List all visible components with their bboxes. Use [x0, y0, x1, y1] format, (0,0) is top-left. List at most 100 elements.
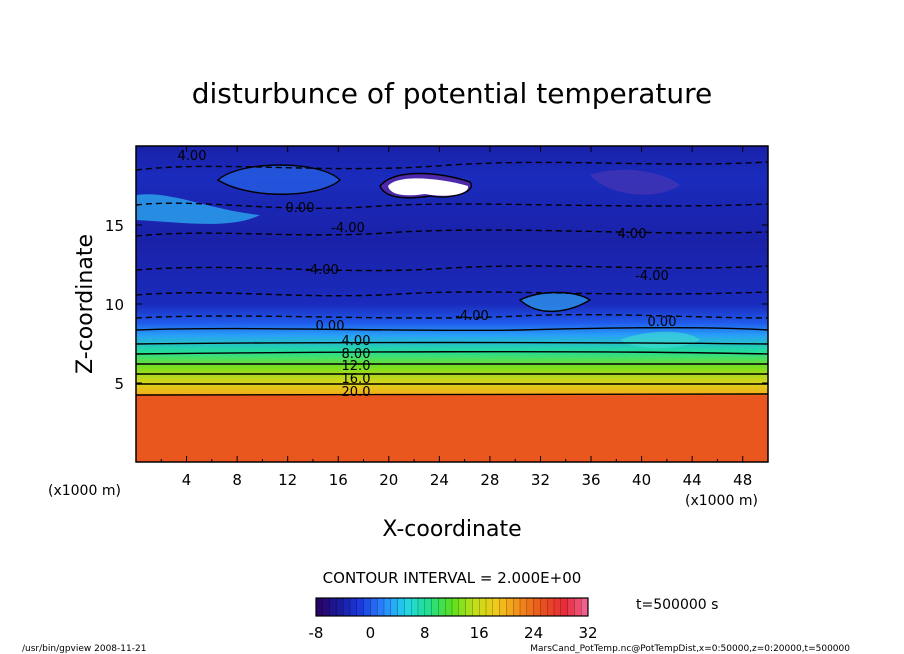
colorbar-cell	[431, 598, 439, 616]
x-tick-label: 32	[531, 471, 550, 489]
colorbar-cell	[316, 598, 324, 616]
y-tick-label: 10	[105, 296, 124, 314]
colorbar-cell	[343, 598, 351, 616]
colorbar-cell	[384, 598, 392, 616]
contour-label: -4.00	[331, 221, 365, 236]
light-blob	[218, 165, 340, 195]
contour-line-7	[136, 313, 768, 319]
colorbar-cell	[411, 598, 419, 616]
contour-label: 20.0	[342, 385, 371, 400]
colorbar-cell	[567, 598, 575, 616]
y-axis-ticks: 5 10 15	[105, 217, 768, 393]
contour-interval: CONTOUR INTERVAL = 2.000E+00	[323, 569, 582, 587]
colorbar-cell	[472, 598, 480, 616]
x-tick-label: 8	[232, 471, 242, 489]
contour-line-5	[136, 350, 768, 355]
x-tick-label: 44	[683, 471, 702, 489]
colorbar-cell	[322, 598, 330, 616]
contour-label: 12.0	[342, 359, 371, 374]
potential-temperature-field	[136, 146, 768, 462]
colorbar-cell	[452, 598, 460, 616]
contour-labels: 4.000.00-4.00 4.00-4.00 -4.00-4.000.00 0.00…	[178, 149, 677, 400]
contour-label: 0.00	[648, 315, 677, 330]
colorbar-cell	[370, 598, 378, 616]
colorbar-cell	[554, 598, 562, 616]
colorbar-cell	[465, 598, 473, 616]
colorbar-cell	[560, 598, 568, 616]
colorbar-cell	[404, 598, 412, 616]
colorbar-cell	[329, 598, 337, 616]
contour-label: 4.00	[618, 227, 647, 242]
colorbar-cell	[350, 598, 358, 616]
contour-label: 16.0	[342, 372, 371, 387]
contour-line-13	[216, 164, 342, 195]
colorbar-cell	[526, 598, 534, 616]
contour-line-8	[136, 291, 768, 297]
colorbar-cell	[486, 598, 494, 616]
colorbar-cell	[424, 598, 432, 616]
colorbar-tick-label: 8	[420, 624, 430, 642]
colorbar-cell	[397, 598, 405, 616]
x-unit-left: (x1000 m)	[48, 483, 121, 499]
x-tick-label: 40	[632, 471, 651, 489]
purple-blob	[590, 169, 680, 195]
x-tick-label: 36	[581, 471, 600, 489]
x-axis-ticks: 4 8 12 16 20 24 28 32 36 40 44 48	[160, 146, 752, 489]
colorbar-tick-label: 0	[366, 624, 376, 642]
colorbar-tick-label: -8	[309, 624, 324, 642]
footer-left: /usr/bin/gpview 2008-11-21	[22, 644, 146, 654]
contour-label: -4.00	[305, 263, 339, 278]
colorbar-cell	[513, 598, 521, 616]
colorbar-cell	[336, 598, 344, 616]
x-tick-label: 20	[379, 471, 398, 489]
colorbar-cell	[540, 598, 548, 616]
low-blob-core	[388, 178, 469, 196]
colorbar-cell	[533, 598, 541, 616]
colorbar-cell	[492, 598, 500, 616]
colorbar-cell	[547, 598, 555, 616]
contour-line-11	[136, 202, 768, 209]
colorbar-cell	[520, 598, 528, 616]
colorbar-cell	[506, 598, 514, 616]
colorbar-cell	[363, 598, 371, 616]
colorbar-cell	[458, 598, 466, 616]
contour-label: 0.00	[286, 201, 315, 216]
contour-label: -4.00	[635, 269, 669, 284]
colorbar-cell	[438, 598, 446, 616]
colorbar-cell	[499, 598, 507, 616]
time-label: t=500000 s	[636, 597, 718, 613]
contour-line-6	[136, 341, 768, 345]
colorbar-tick-label: 16	[470, 624, 489, 642]
light-blob-2	[520, 292, 590, 312]
x-tick-label: 48	[733, 471, 752, 489]
colorbar	[315, 597, 589, 617]
contour-line-12	[136, 161, 768, 171]
contour-label: 4.00	[342, 334, 371, 349]
cyan-streak	[136, 194, 260, 224]
colorbar-cell	[445, 598, 453, 616]
x-tick-label: 16	[329, 471, 348, 489]
colorbar-cell	[356, 598, 364, 616]
colorbar-frame	[315, 597, 589, 617]
x-unit-right: (x1000 m)	[685, 493, 758, 509]
contour-label: 8.00	[342, 347, 371, 362]
y-tick-label: 5	[114, 375, 124, 393]
contour-line-15	[518, 291, 592, 313]
x-tick-label: 28	[480, 471, 499, 489]
cyan-blob	[620, 331, 700, 349]
y-axis-label: Z-coordinate	[73, 234, 98, 374]
contour-label: 0.00	[316, 319, 345, 334]
colorbar-cell	[479, 598, 487, 616]
field-features	[136, 165, 700, 349]
contour-line-10	[136, 229, 768, 237]
colorbar-cell	[574, 598, 582, 616]
x-axis-label: X-coordinate	[382, 517, 521, 542]
contour-line-1	[136, 393, 768, 396]
chart-title: disturbunce of potential temperature	[192, 77, 713, 110]
contour-label: 4.00	[178, 149, 207, 164]
contour-lines	[136, 161, 768, 396]
footer-right: MarsCand_PotTemp.nc@PotTempDist,x=0:5000…	[530, 644, 850, 654]
colorbar-cell	[581, 598, 589, 616]
contour-line-14	[379, 172, 473, 199]
